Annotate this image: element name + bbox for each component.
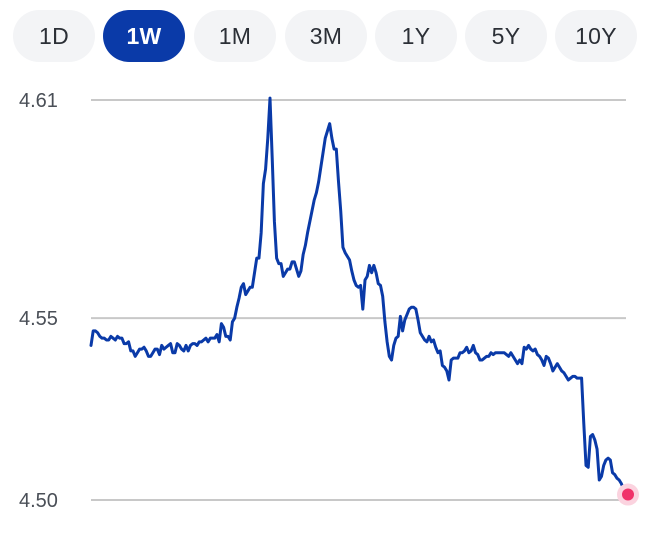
range-button-10y[interactable]: 10Y [555,10,637,62]
price-series-line [89,96,630,497]
range-button-1w[interactable]: 1W [103,10,185,62]
gridlines [91,99,626,501]
range-button-1m[interactable]: 1M [194,10,276,62]
y-axis-tick-labels: 4.61 4.55 4.50 [19,90,58,512]
y-tick-label: 4.55 [19,308,58,330]
y-tick-label: 4.61 [19,90,58,112]
y-tick-label: 4.50 [19,490,58,512]
range-button-1y[interactable]: 1Y [375,10,457,62]
range-button-3m[interactable]: 3M [285,10,367,62]
range-button-1d[interactable]: 1D [13,10,95,62]
time-range-selector: 1D 1W 1M 3M 1Y 5Y 10Y [13,10,639,64]
last-point-marker[interactable] [622,488,634,501]
range-button-5y[interactable]: 5Y [465,10,547,62]
